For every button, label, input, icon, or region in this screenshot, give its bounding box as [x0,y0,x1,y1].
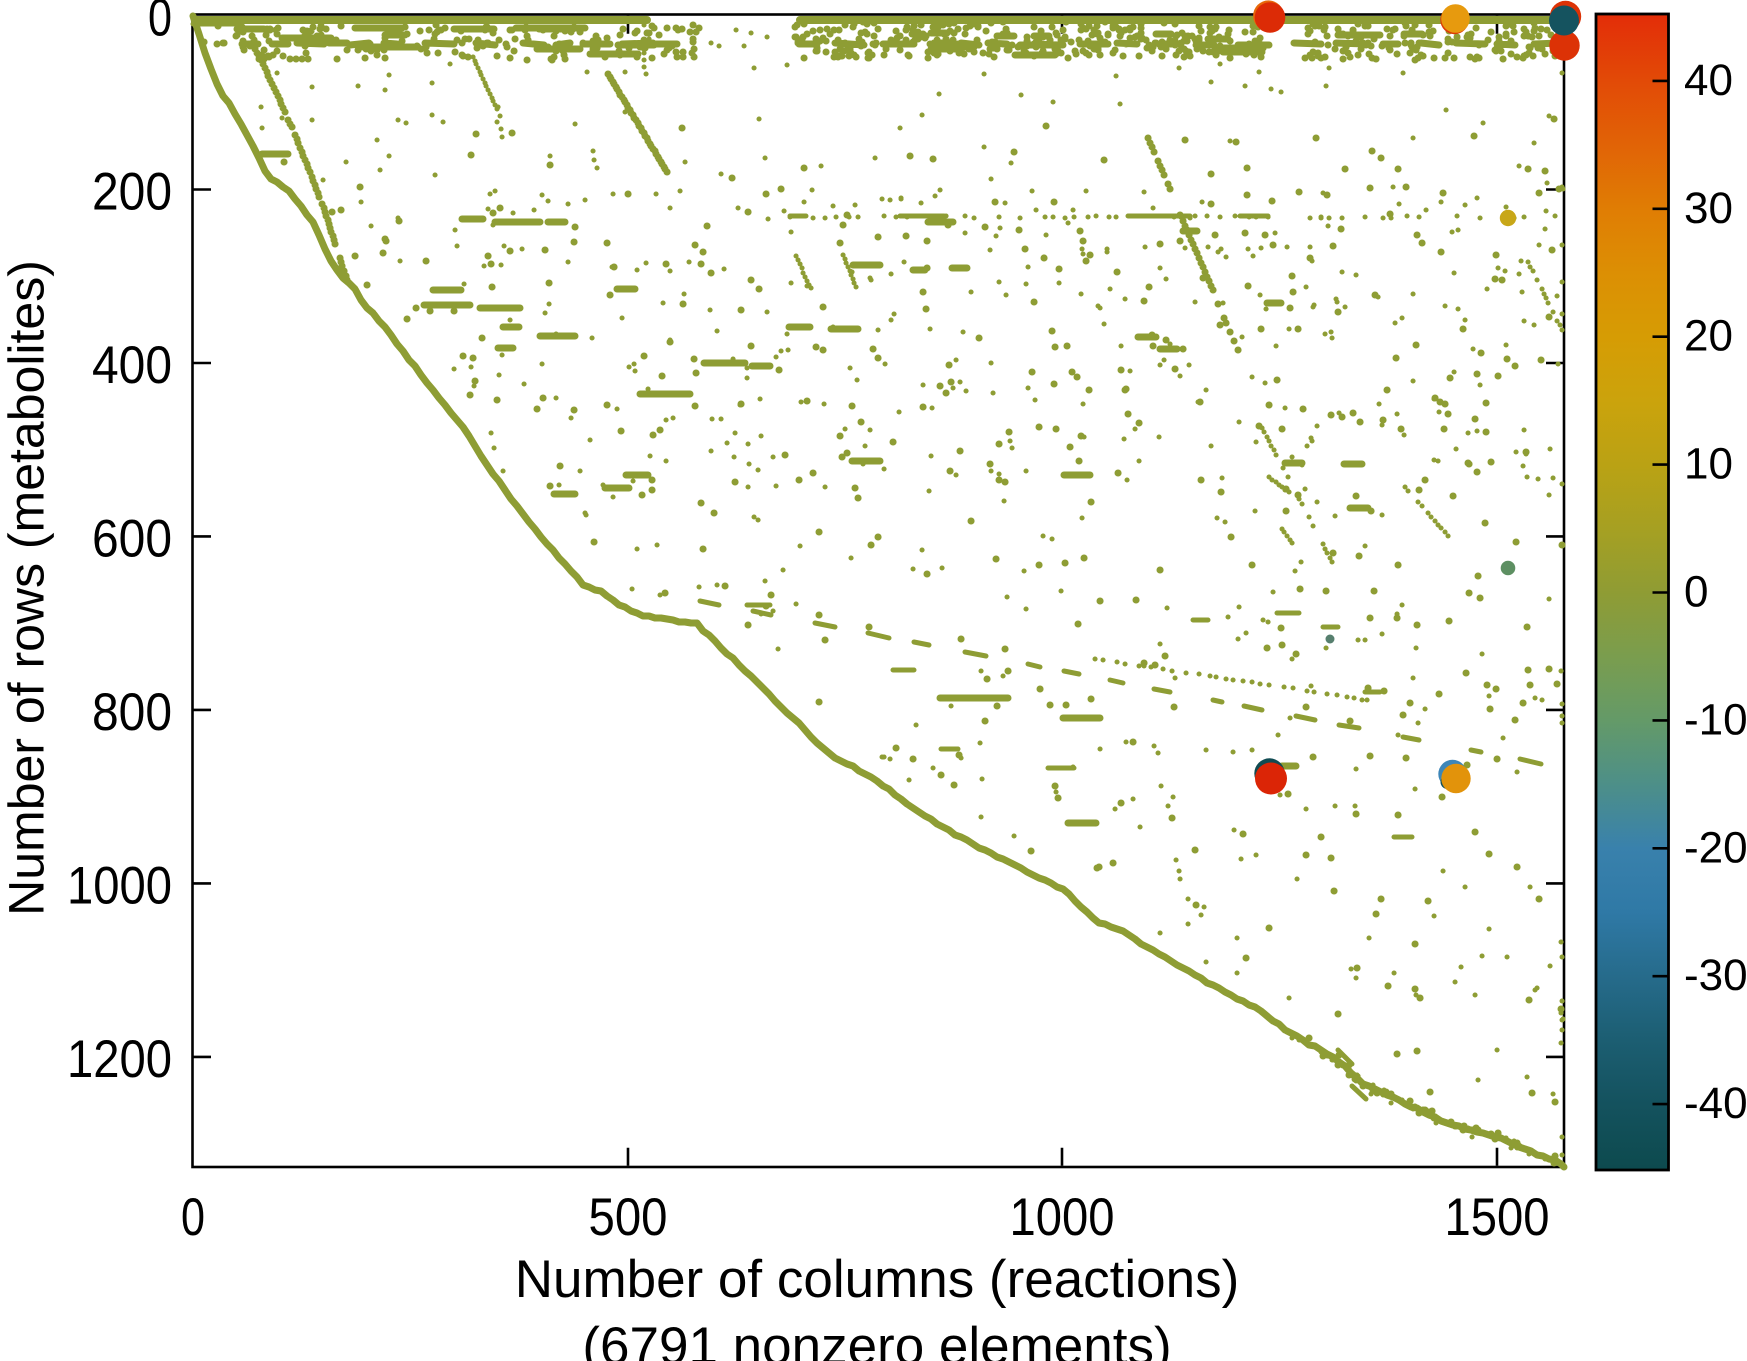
svg-text:Number of columns (reactions): Number of columns (reactions) [515,1250,1240,1309]
svg-text:0: 0 [1684,568,1708,617]
svg-text:1000: 1000 [1010,1188,1115,1247]
svg-text:30: 30 [1684,184,1733,233]
svg-text:(6791 nonzero elements): (6791 nonzero elements) [582,1317,1171,1361]
svg-text:-10: -10 [1684,695,1747,744]
svg-text:1200: 1200 [67,1030,172,1089]
svg-text:10: 10 [1684,440,1733,489]
svg-text:0: 0 [148,0,172,48]
svg-text:600: 600 [92,509,172,568]
svg-text:Number of rows (metabolites): Number of rows (metabolites) [0,260,55,916]
svg-text:20: 20 [1684,312,1733,361]
svg-text:1000: 1000 [67,856,172,915]
svg-text:500: 500 [589,1188,668,1247]
svg-text:40: 40 [1684,56,1733,105]
svg-text:1500: 1500 [1445,1188,1550,1247]
svg-text:400: 400 [92,336,172,395]
svg-text:-20: -20 [1684,823,1747,872]
svg-text:200: 200 [92,163,172,222]
svg-text:-40: -40 [1684,1079,1747,1128]
svg-text:800: 800 [92,683,172,742]
svg-text:0: 0 [181,1188,205,1247]
svg-text:-30: -30 [1684,951,1747,1000]
